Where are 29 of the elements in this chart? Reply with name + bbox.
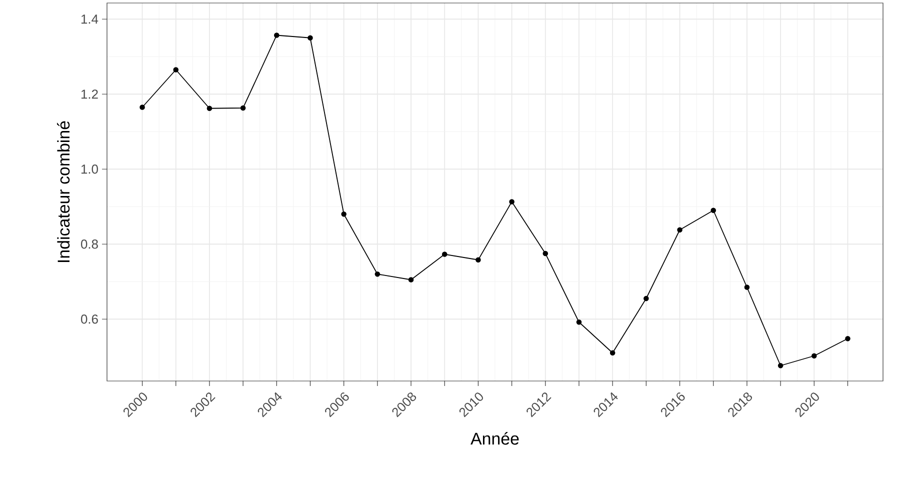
point bbox=[206, 106, 212, 112]
point bbox=[845, 336, 850, 342]
point bbox=[476, 257, 481, 263]
point bbox=[677, 227, 682, 233]
point bbox=[576, 319, 582, 325]
y-tick-label: 0.6 bbox=[80, 314, 98, 324]
point bbox=[778, 362, 784, 368]
point bbox=[240, 105, 246, 111]
point bbox=[644, 296, 649, 302]
y-axis-title: Indicateur combiné bbox=[57, 121, 70, 262]
point bbox=[509, 199, 514, 204]
point bbox=[374, 271, 380, 277]
point bbox=[542, 250, 548, 256]
point bbox=[408, 277, 414, 282]
y-tick-label: 1.4 bbox=[81, 14, 98, 24]
point bbox=[442, 252, 448, 257]
point bbox=[274, 32, 280, 38]
point bbox=[710, 208, 716, 214]
point bbox=[341, 211, 346, 217]
point bbox=[308, 35, 313, 41]
y-tick-label: 1.0 bbox=[81, 164, 98, 174]
point bbox=[744, 284, 750, 290]
point bbox=[140, 104, 145, 110]
x-axis-title: Année bbox=[470, 432, 519, 445]
y-tick-label: 0.8 bbox=[80, 240, 98, 249]
point bbox=[812, 353, 817, 359]
point bbox=[610, 350, 616, 356]
point bbox=[173, 67, 179, 72]
y-tick-label: 1.2 bbox=[81, 90, 98, 99]
